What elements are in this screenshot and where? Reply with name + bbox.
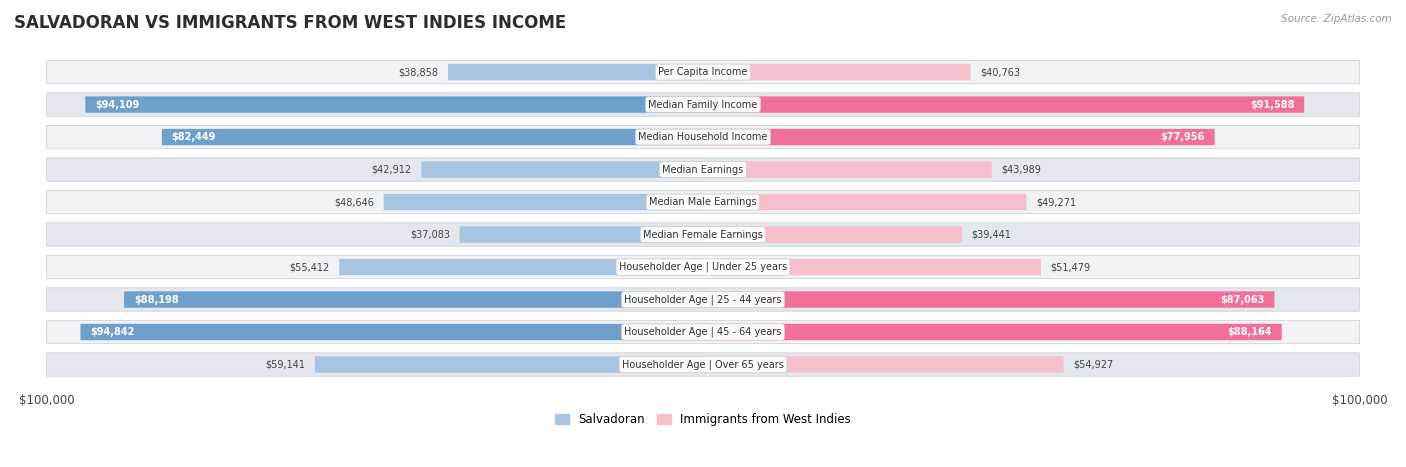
Text: $39,441: $39,441 [972, 230, 1011, 240]
Text: $94,842: $94,842 [90, 327, 135, 337]
FancyBboxPatch shape [703, 291, 1274, 308]
FancyBboxPatch shape [703, 356, 1063, 373]
FancyBboxPatch shape [449, 64, 703, 80]
Text: $38,858: $38,858 [398, 67, 439, 77]
Text: Source: ZipAtlas.com: Source: ZipAtlas.com [1281, 14, 1392, 24]
Text: $91,588: $91,588 [1250, 99, 1295, 110]
Text: $40,763: $40,763 [980, 67, 1021, 77]
Text: $48,646: $48,646 [335, 197, 374, 207]
FancyBboxPatch shape [46, 288, 1360, 311]
FancyBboxPatch shape [80, 324, 703, 340]
Text: SALVADORAN VS IMMIGRANTS FROM WEST INDIES INCOME: SALVADORAN VS IMMIGRANTS FROM WEST INDIE… [14, 14, 567, 32]
FancyBboxPatch shape [460, 226, 703, 243]
FancyBboxPatch shape [339, 259, 703, 275]
FancyBboxPatch shape [703, 194, 1026, 210]
FancyBboxPatch shape [46, 320, 1360, 344]
Text: Householder Age | Under 25 years: Householder Age | Under 25 years [619, 262, 787, 272]
Text: Median Female Earnings: Median Female Earnings [643, 230, 763, 240]
FancyBboxPatch shape [124, 291, 703, 308]
Text: Householder Age | Over 65 years: Householder Age | Over 65 years [621, 359, 785, 370]
FancyBboxPatch shape [384, 194, 703, 210]
FancyBboxPatch shape [46, 93, 1360, 116]
Text: $77,956: $77,956 [1160, 132, 1205, 142]
Text: $51,479: $51,479 [1050, 262, 1091, 272]
FancyBboxPatch shape [46, 158, 1360, 181]
FancyBboxPatch shape [46, 60, 1360, 84]
FancyBboxPatch shape [703, 96, 1305, 113]
FancyBboxPatch shape [315, 356, 703, 373]
Legend: Salvadoran, Immigrants from West Indies: Salvadoran, Immigrants from West Indies [550, 408, 856, 431]
FancyBboxPatch shape [703, 324, 1282, 340]
FancyBboxPatch shape [162, 129, 703, 145]
FancyBboxPatch shape [46, 125, 1360, 149]
Text: $54,927: $54,927 [1073, 360, 1114, 369]
FancyBboxPatch shape [703, 259, 1040, 275]
Text: $88,198: $88,198 [134, 295, 179, 304]
Text: Median Male Earnings: Median Male Earnings [650, 197, 756, 207]
Text: $88,164: $88,164 [1227, 327, 1272, 337]
FancyBboxPatch shape [703, 129, 1215, 145]
FancyBboxPatch shape [86, 96, 703, 113]
FancyBboxPatch shape [422, 162, 703, 178]
Text: $87,063: $87,063 [1220, 295, 1264, 304]
Text: $59,141: $59,141 [264, 360, 305, 369]
Text: Median Household Income: Median Household Income [638, 132, 768, 142]
Text: Median Earnings: Median Earnings [662, 164, 744, 175]
Text: Householder Age | 25 - 44 years: Householder Age | 25 - 44 years [624, 294, 782, 305]
Text: $37,083: $37,083 [409, 230, 450, 240]
Text: $42,912: $42,912 [371, 164, 412, 175]
FancyBboxPatch shape [46, 191, 1360, 214]
Text: $49,271: $49,271 [1036, 197, 1077, 207]
FancyBboxPatch shape [703, 64, 970, 80]
FancyBboxPatch shape [46, 353, 1360, 376]
Text: $55,412: $55,412 [290, 262, 329, 272]
Text: $94,109: $94,109 [96, 99, 139, 110]
FancyBboxPatch shape [703, 226, 962, 243]
Text: $43,989: $43,989 [1001, 164, 1042, 175]
Text: Householder Age | 45 - 64 years: Householder Age | 45 - 64 years [624, 327, 782, 337]
Text: $82,449: $82,449 [172, 132, 217, 142]
FancyBboxPatch shape [46, 223, 1360, 246]
FancyBboxPatch shape [703, 162, 991, 178]
Text: Per Capita Income: Per Capita Income [658, 67, 748, 77]
Text: Median Family Income: Median Family Income [648, 99, 758, 110]
FancyBboxPatch shape [46, 255, 1360, 279]
